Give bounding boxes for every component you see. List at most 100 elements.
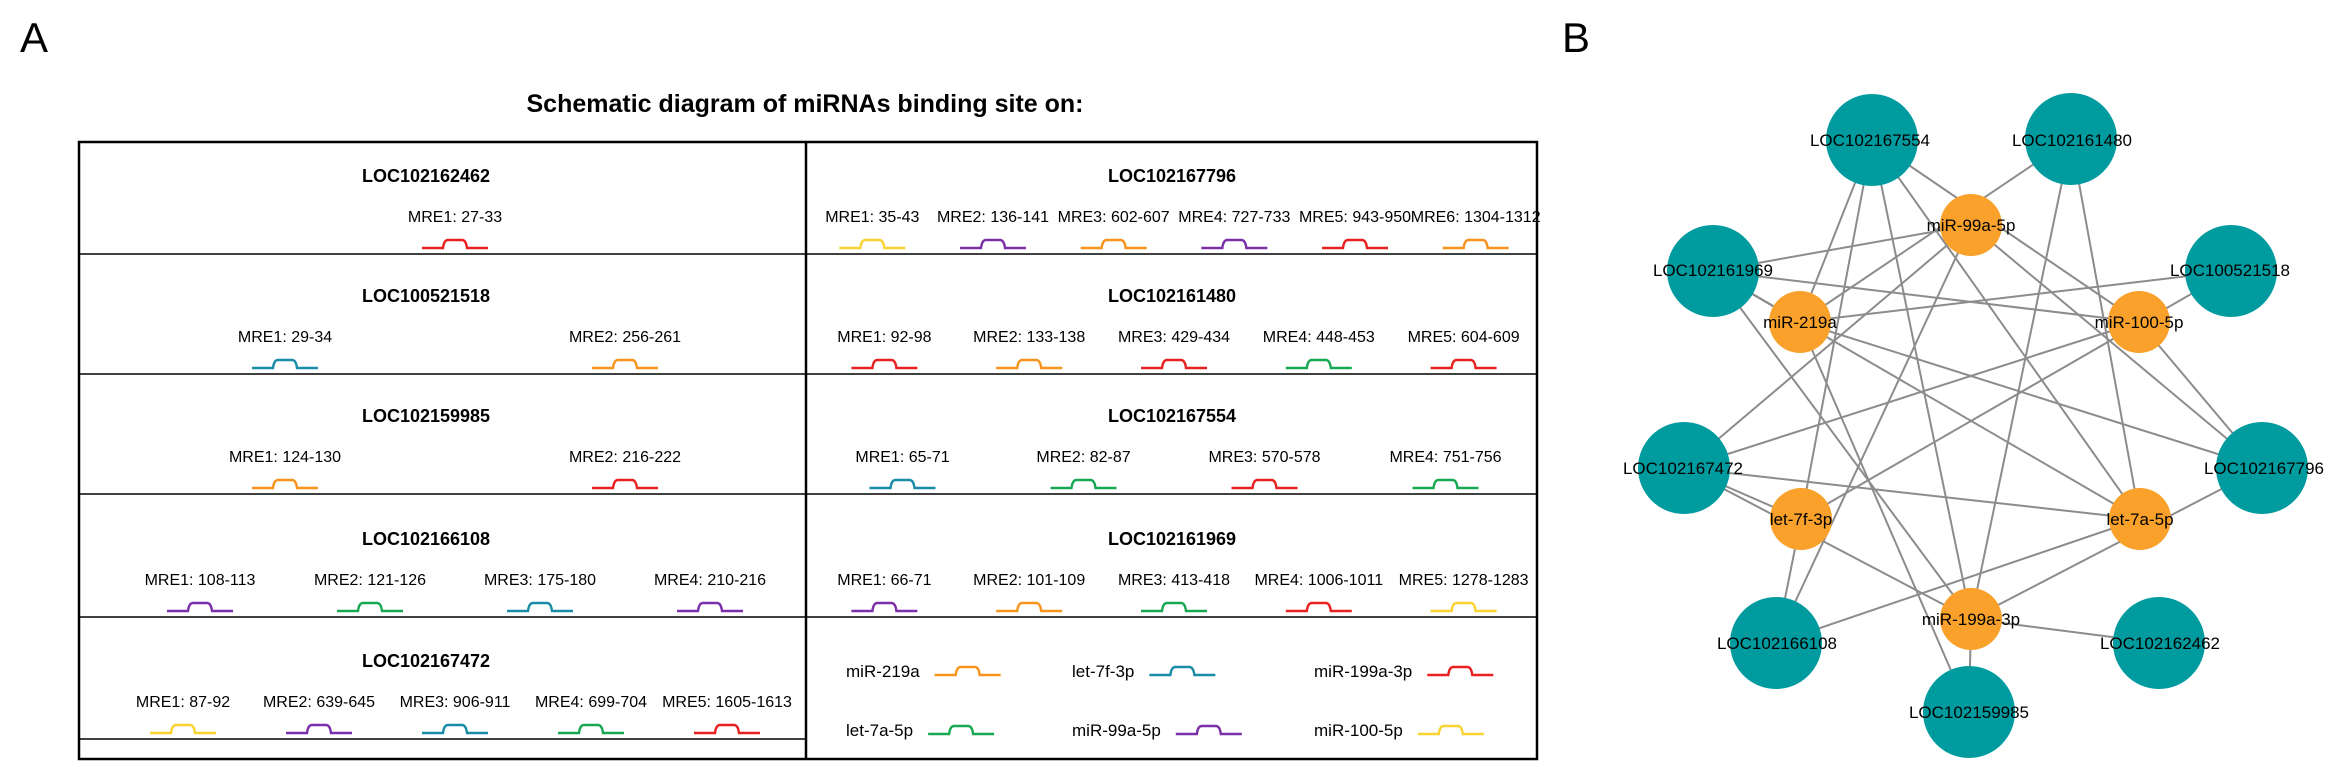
mre-label: MRE1: 29-34 [238, 329, 332, 346]
lncrna-node[interactable]: LOC102167472 [1623, 422, 1743, 514]
binding-site-mark [677, 601, 743, 613]
lncrna-node-label: LOC100521518 [2170, 261, 2290, 280]
legend-item: miR-199a-3p [1314, 662, 1494, 681]
mirna-node-label: let-7f-3p [1770, 510, 1832, 529]
mre-label: MRE1: 35-43 [825, 209, 919, 226]
binding-site-mark [869, 478, 936, 490]
legend-swatch [1417, 724, 1484, 736]
lncrna-node[interactable]: LOC100521518 [2170, 225, 2290, 317]
mirna-node-label: miR-100-5p [2095, 313, 2184, 332]
network-edge [1970, 224, 2263, 469]
lncrna-node-circle [1826, 94, 1918, 186]
lncrna-node-label: LOC102161969 [1653, 261, 1773, 280]
network-edge [1871, 139, 1972, 620]
binding-site-mark [1141, 358, 1207, 370]
lncrna-node[interactable]: LOC102167796 [2204, 422, 2324, 514]
lncrna-node[interactable]: LOC102166108 [1717, 597, 1837, 689]
mre-label: MRE3: 906-911 [400, 694, 511, 711]
mre-label: MRE1: 92-98 [837, 329, 931, 346]
legend-swatch [1175, 724, 1242, 736]
binding-site-mark [851, 358, 918, 370]
gene-title: LOC102162462 [362, 166, 490, 186]
network-edge [1970, 138, 2072, 620]
mirna-node-circle [1940, 588, 2002, 650]
lncrna-node[interactable]: LOC102159985 [1909, 666, 2029, 758]
binding-site-mark [960, 238, 1026, 250]
binding-site-mark [286, 723, 352, 735]
lncrna-node-circle [1638, 422, 1730, 514]
legend-item: let-7f-3p [1072, 662, 1216, 681]
gene-title: LOC100521518 [362, 286, 490, 306]
binding-site-mark [1050, 478, 1117, 490]
binding-site-mark [422, 238, 488, 250]
network-edge [1683, 467, 2141, 520]
lncrna-node[interactable]: LOC102167554 [1810, 94, 1930, 186]
binding-site-mark [558, 723, 624, 735]
mirna-node[interactable]: miR-100-5p [2095, 291, 2184, 353]
lncrna-node[interactable]: LOC102161969 [1653, 225, 1773, 317]
mre-label: MRE4: 1006-1011 [1254, 572, 1383, 589]
mre-label: MRE2: 136-141 [937, 209, 1049, 226]
binding-site-mark [337, 601, 403, 613]
mre-label: MRE5: 1278-1283 [1399, 572, 1529, 589]
binding-site-mark [839, 238, 906, 250]
mirna-node[interactable]: let-7a-5p [2106, 488, 2174, 550]
lncrna-node-circle [2216, 422, 2308, 514]
mre-label: MRE1: 124-130 [229, 449, 341, 466]
binding-site-mark [1285, 358, 1352, 370]
mre-label: MRE3: 175-180 [484, 572, 596, 589]
binding-site-mark [592, 358, 658, 370]
mre-label: MRE2: 133-138 [973, 329, 1085, 346]
network-edge [1683, 321, 2140, 469]
mirna-node[interactable]: miR-199a-3p [1922, 588, 2020, 650]
mre-label: MRE6: 1304-1312 [1411, 209, 1541, 226]
binding-site-mark [507, 601, 573, 613]
binding-site-mark [1322, 238, 1388, 250]
network-edges [1683, 138, 2263, 713]
mirna-node[interactable]: miR-99a-5p [1927, 194, 2016, 256]
binding-site-mark [1080, 238, 1147, 250]
mre-label: MRE2: 121-126 [314, 572, 426, 589]
panel-b-label: B [1562, 14, 1590, 61]
network-edge [1970, 467, 2263, 620]
mre-label: MRE1: 65-71 [855, 449, 949, 466]
legend-label: miR-199a-3p [1314, 662, 1412, 681]
interaction-network: LOC102167554 LOC102161480 LOC102161969 LOC1… [1623, 93, 2324, 758]
binding-site-mark [422, 723, 488, 735]
mre-label: MRE2: 82-87 [1036, 449, 1130, 466]
lncrna-node-label: LOC102159985 [1909, 703, 2029, 722]
mirna-node[interactable]: let-7f-3p [1770, 488, 1832, 550]
binding-site-mark [1430, 601, 1497, 613]
gene-title: LOC102167554 [1108, 406, 1236, 426]
binding-site-mark [996, 358, 1063, 370]
lncrna-node-label: LOC102162462 [2100, 634, 2220, 653]
mre-label: MRE1: 66-71 [837, 572, 931, 589]
network-nodes: LOC102167554 LOC102161480 LOC102161969 LOC1… [1623, 93, 2324, 758]
network-edge [1683, 224, 1972, 469]
binding-site-mark [1141, 601, 1207, 613]
lncrna-node-label: LOC102161480 [2012, 131, 2132, 150]
binding-site-mark [592, 478, 658, 490]
lncrna-node[interactable]: LOC102161480 [2012, 93, 2132, 185]
lncrna-node-circle [1923, 666, 2015, 758]
mre-label: MRE4: 210-216 [654, 572, 766, 589]
gene-title: LOC102161969 [1108, 529, 1236, 549]
mre-label: MRE1: 87-92 [136, 694, 230, 711]
legend-item: let-7a-5p [846, 721, 995, 740]
binding-site-mark [1231, 478, 1298, 490]
binding-site-mark [252, 358, 318, 370]
lncrna-node[interactable]: LOC102162462 [2100, 597, 2220, 689]
mre-label: MRE5: 604-609 [1408, 329, 1520, 346]
table-row: LOC100521518 MRE1: 29-34 MRE2: 256-261 [79, 286, 806, 375]
binding-site-mark [150, 723, 216, 735]
table-row: LOC102161969 MRE1: 66-71 MRE2: 101-109 MRE3… [806, 529, 1537, 618]
network-edge [1775, 518, 2141, 644]
mre-label: MRE1: 27-33 [408, 209, 502, 226]
binding-site-table: LOC102162462 MRE1: 27-33 LOC100521518 MRE1:… [77, 140, 1541, 761]
table-row: LOC102167796 MRE1: 35-43 MRE2: 136-141 MRE3… [806, 166, 1541, 255]
network-edge [1712, 270, 1972, 620]
table-row: LOC102161480 MRE1: 92-98 MRE2: 133-138 MRE3… [806, 286, 1537, 375]
mirna-node[interactable]: miR-219a [1763, 291, 1837, 353]
table-frame [77, 140, 1539, 761]
mre-label: MRE5: 1605-1613 [662, 694, 792, 711]
